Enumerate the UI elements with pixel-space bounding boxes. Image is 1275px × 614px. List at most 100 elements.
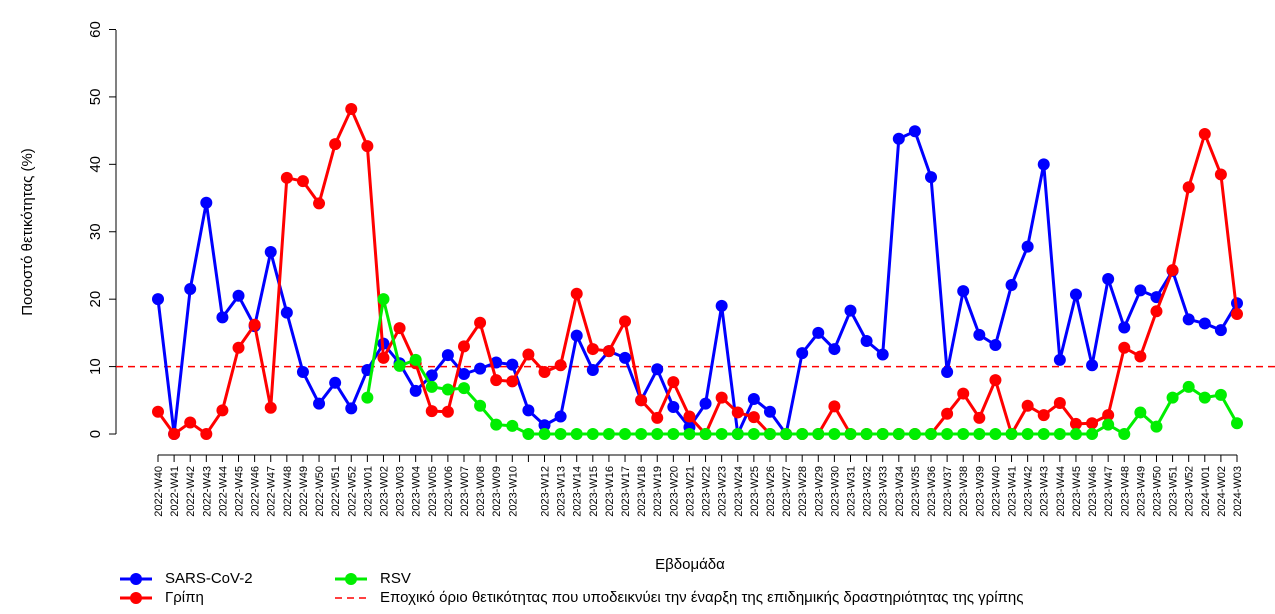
- point: [538, 428, 551, 441]
- point: [1134, 406, 1147, 419]
- point: [876, 348, 889, 361]
- x-tick-label: 2023-W39: [974, 466, 986, 517]
- point: [506, 358, 519, 371]
- point: [619, 428, 632, 441]
- point: [1118, 341, 1131, 354]
- point: [570, 287, 583, 300]
- x-tick-label: 2023-W40: [990, 466, 1002, 517]
- x-tick-label: 2023-W31: [845, 466, 857, 517]
- point: [828, 400, 841, 413]
- x-tick-label: 2023-W47: [1103, 466, 1115, 517]
- point: [586, 363, 599, 376]
- point: [1198, 391, 1211, 404]
- x-tick-label: 2024-W01: [1200, 466, 1212, 517]
- point: [184, 283, 197, 296]
- point: [844, 428, 857, 441]
- y-tick-label: 30: [87, 223, 104, 240]
- x-tick-label: 2022-W43: [201, 466, 213, 517]
- point: [425, 369, 438, 382]
- point: [1182, 313, 1195, 326]
- x-tick-label: 2023-W36: [926, 466, 938, 517]
- point: [1069, 288, 1082, 301]
- x-tick-label: 2023-W29: [813, 466, 825, 517]
- point: [457, 340, 470, 353]
- x-tick-label: 2023-W51: [1168, 466, 1180, 517]
- point: [602, 428, 615, 441]
- x-tick-label: 2023-W38: [958, 466, 970, 517]
- point: [554, 428, 567, 441]
- point: [441, 383, 454, 396]
- point: [216, 311, 229, 324]
- x-tick-label: 2023-W10: [507, 466, 519, 517]
- x-tick-label: 2022-W48: [282, 466, 294, 517]
- series-line: [156, 129, 1239, 440]
- point: [715, 299, 728, 312]
- point: [377, 293, 390, 306]
- x-tick-label: 2023-W02: [378, 466, 390, 517]
- point: [1102, 409, 1115, 422]
- point: [280, 306, 293, 319]
- point: [957, 428, 970, 441]
- x-tick-label: 2023-W34: [894, 466, 906, 517]
- point: [1134, 350, 1147, 363]
- legend-label: RSV: [380, 570, 411, 587]
- point: [570, 329, 583, 342]
- point: [216, 404, 229, 417]
- point: [538, 419, 551, 432]
- y-tick-label: 20: [87, 291, 104, 308]
- point: [232, 341, 245, 354]
- point: [345, 402, 358, 415]
- point: [1069, 417, 1082, 430]
- point: [506, 419, 519, 432]
- point: [1214, 388, 1227, 401]
- series-line: [156, 105, 1239, 438]
- point: [925, 428, 938, 441]
- point: [264, 401, 277, 414]
- point: [908, 428, 921, 441]
- point: [441, 405, 454, 418]
- x-tick-label: 2023-W37: [942, 466, 954, 517]
- x-tick-label: 2022-W49: [298, 466, 310, 517]
- point: [329, 138, 342, 151]
- point: [345, 103, 358, 116]
- y-tick-label: 60: [87, 21, 104, 38]
- point: [1166, 264, 1179, 277]
- x-tick-label: 2023-W06: [443, 466, 455, 517]
- y-tick-label: 0: [87, 430, 104, 438]
- point: [619, 351, 632, 364]
- point: [1150, 305, 1163, 318]
- x-tick-label: 2023-W09: [491, 466, 503, 517]
- point: [957, 285, 970, 298]
- point: [892, 428, 905, 441]
- point: [925, 171, 938, 184]
- point: [602, 345, 615, 358]
- legend-label: SARS-CoV-2: [165, 570, 253, 587]
- x-tick-label: 2023-W49: [1135, 466, 1147, 517]
- point: [554, 359, 567, 372]
- point: [973, 328, 986, 341]
- x-tick-label: 2022-W40: [153, 466, 165, 517]
- point: [1118, 428, 1131, 441]
- x-tick-label: 2023-W33: [878, 466, 890, 517]
- point: [1053, 428, 1066, 441]
- point: [908, 125, 921, 138]
- point: [490, 374, 503, 387]
- x-tick-label: 2023-W08: [475, 466, 487, 517]
- point: [586, 428, 599, 441]
- point: [474, 316, 487, 329]
- point: [635, 394, 648, 407]
- point: [763, 428, 776, 441]
- x-tick-label: 2023-W24: [733, 466, 745, 517]
- x-tick-label: 2022-W51: [330, 466, 342, 517]
- y-tick-label: 10: [87, 358, 104, 375]
- x-tick-label: 2023-W03: [395, 466, 407, 517]
- point: [232, 289, 245, 302]
- legend-label: Εποχικό όριο θετικότητας που υποδεικνύει…: [380, 589, 1023, 606]
- point: [570, 428, 583, 441]
- x-tick-label: 2023-W20: [668, 466, 680, 517]
- point: [1214, 168, 1227, 181]
- point: [152, 293, 164, 306]
- x-tick-label: 2023-W07: [459, 466, 471, 517]
- point: [892, 132, 905, 145]
- x-tick-label: 2023-W26: [765, 466, 777, 517]
